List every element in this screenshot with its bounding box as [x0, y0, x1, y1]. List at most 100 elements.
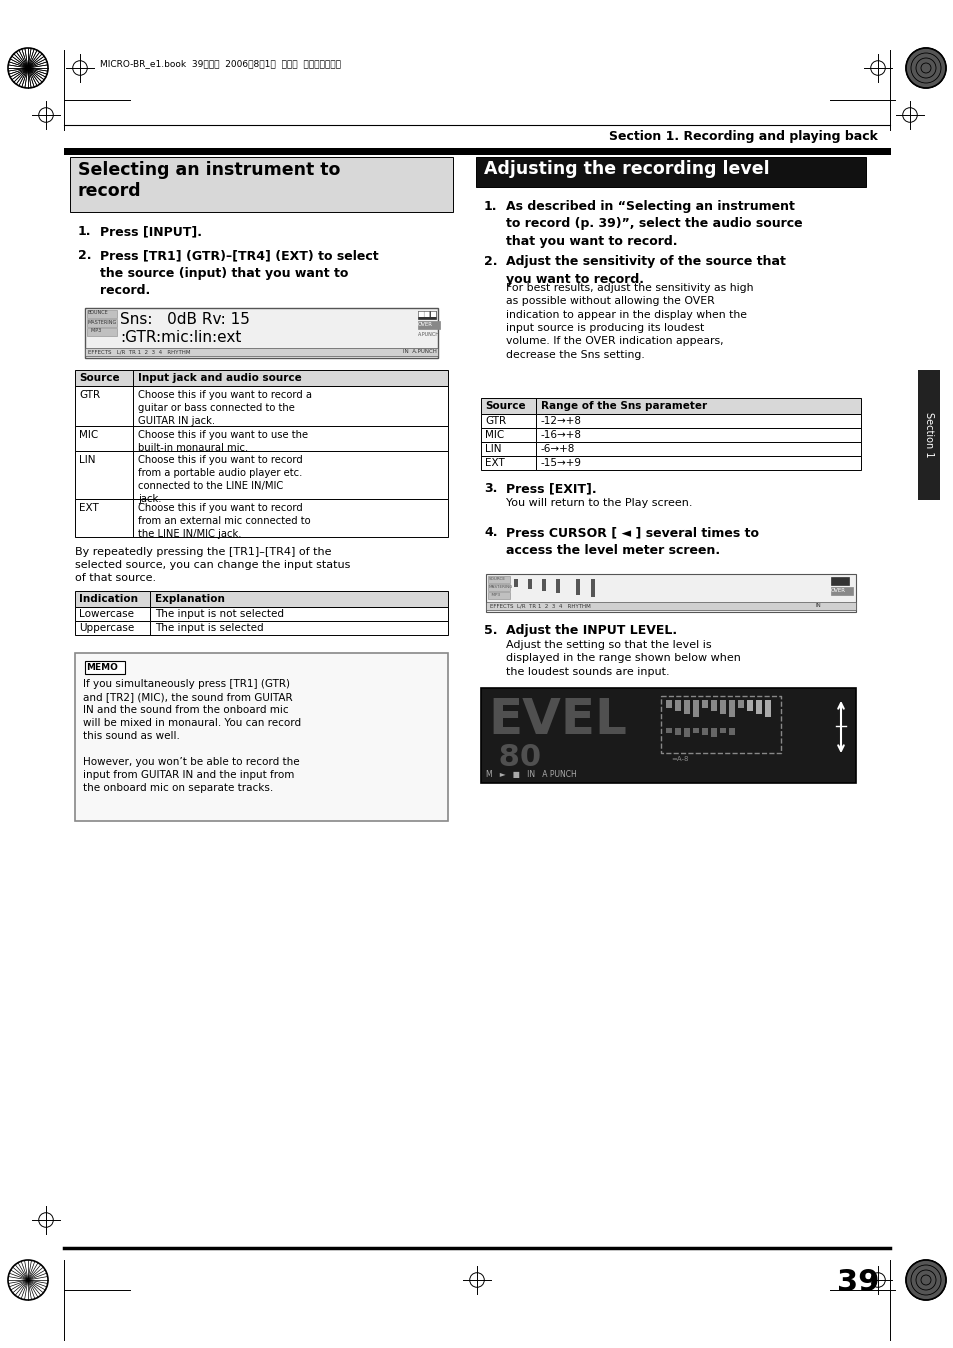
- Bar: [75, 652, 448, 821]
- Bar: [87, 328, 117, 336]
- Text: 80: 80: [488, 743, 540, 772]
- Text: Range of the Sns parameter: Range of the Sns parameter: [540, 400, 706, 411]
- Bar: [85, 307, 437, 359]
- Bar: [488, 576, 510, 582]
- Text: EXT: EXT: [484, 458, 504, 468]
- Bar: [488, 584, 510, 590]
- Text: For best results, adjust the sensitivity as high
as possible without allowing th: For best results, adjust the sensitivity…: [505, 283, 753, 360]
- Bar: [75, 621, 150, 635]
- Text: will be mixed in monaural. You can record: will be mixed in monaural. You can recor…: [83, 718, 301, 728]
- Text: LIN: LIN: [79, 456, 95, 465]
- Bar: [701, 728, 707, 735]
- Text: Source: Source: [484, 400, 525, 411]
- Bar: [536, 398, 861, 414]
- Text: Lowercase: Lowercase: [79, 609, 133, 619]
- Text: GTR: GTR: [79, 390, 100, 400]
- Bar: [85, 661, 125, 674]
- Text: 1.: 1.: [78, 225, 91, 239]
- Bar: [683, 700, 689, 714]
- Bar: [75, 499, 132, 537]
- Text: As described in “Selecting an instrument
to record (p. 39)”, select the audio so: As described in “Selecting an instrument…: [505, 200, 801, 248]
- Text: You will return to the Play screen.: You will return to the Play screen.: [505, 497, 692, 508]
- Text: The input is not selected: The input is not selected: [154, 609, 284, 619]
- Circle shape: [905, 1260, 945, 1299]
- Text: Adjust the sensitivity of the source that
you want to record.: Adjust the sensitivity of the source tha…: [505, 255, 785, 286]
- Text: However, you won’t be able to record the: However, you won’t be able to record the: [83, 758, 299, 767]
- Text: Choose this if you want to record
from a portable audio player etc.
connected to: Choose this if you want to record from a…: [138, 456, 302, 504]
- Text: Press [TR1] (GTR)–[TR4] (EXT) to select
the source (input) that you want to
reco: Press [TR1] (GTR)–[TR4] (EXT) to select …: [100, 249, 378, 297]
- Bar: [536, 414, 861, 429]
- Text: OVER: OVER: [830, 588, 845, 593]
- Bar: [75, 369, 132, 386]
- Text: input from GUITAR IN and the input from: input from GUITAR IN and the input from: [83, 770, 294, 780]
- Bar: [132, 499, 448, 537]
- Text: 5.: 5.: [483, 624, 497, 638]
- Text: Source: Source: [79, 373, 119, 383]
- Bar: [514, 580, 517, 586]
- Bar: [476, 156, 865, 187]
- Text: Sns:   0dB Rv: 15: Sns: 0dB Rv: 15: [120, 311, 250, 328]
- Text: EFFECTS  L/R  TR 1  2  3  4   RHYTHM: EFFECTS L/R TR 1 2 3 4 RHYTHM: [490, 603, 590, 608]
- Bar: [738, 700, 743, 708]
- Bar: [830, 577, 848, 585]
- Text: MP3: MP3: [489, 593, 499, 597]
- Text: Choose this if you want to record
from an external mic connected to
the LINE IN/: Choose this if you want to record from a…: [138, 503, 311, 539]
- Text: MIC: MIC: [79, 430, 98, 439]
- Text: 2.: 2.: [78, 249, 91, 262]
- Text: OVER: OVER: [417, 322, 433, 326]
- Bar: [692, 700, 699, 717]
- Text: Adjust the INPUT LEVEL.: Adjust the INPUT LEVEL.: [505, 624, 677, 638]
- Bar: [710, 700, 717, 710]
- Text: MEMO: MEMO: [86, 662, 118, 671]
- Bar: [480, 687, 855, 783]
- Text: :GTR:mic:lin:ext: :GTR:mic:lin:ext: [120, 330, 241, 345]
- Bar: [675, 700, 680, 710]
- Text: Press [EXIT].: Press [EXIT].: [505, 483, 596, 495]
- Bar: [417, 311, 436, 319]
- Bar: [710, 728, 717, 737]
- Text: -6→+8: -6→+8: [540, 443, 575, 454]
- Bar: [480, 414, 536, 429]
- Text: EXT: EXT: [79, 503, 99, 514]
- Bar: [764, 700, 770, 717]
- Bar: [480, 429, 536, 442]
- Text: Explanation: Explanation: [154, 594, 225, 604]
- Text: 3.: 3.: [483, 483, 497, 495]
- Text: Uppercase: Uppercase: [79, 623, 134, 634]
- Bar: [755, 700, 761, 714]
- Bar: [70, 156, 453, 212]
- Circle shape: [8, 49, 48, 88]
- Bar: [746, 700, 752, 710]
- Bar: [830, 586, 852, 594]
- Bar: [590, 580, 595, 597]
- Bar: [720, 728, 725, 733]
- Text: IN: IN: [815, 603, 821, 608]
- Bar: [64, 148, 890, 155]
- Bar: [132, 386, 448, 426]
- Text: =A-8: =A-8: [670, 756, 688, 762]
- Text: MASTERING: MASTERING: [489, 585, 513, 589]
- Bar: [85, 348, 437, 356]
- Bar: [728, 700, 734, 717]
- Text: GTR: GTR: [484, 417, 506, 426]
- Bar: [75, 590, 150, 607]
- Text: 4.: 4.: [483, 526, 497, 539]
- Text: -12→+8: -12→+8: [540, 417, 581, 426]
- Text: -15→+9: -15→+9: [540, 458, 581, 468]
- Text: EVEL: EVEL: [488, 696, 626, 744]
- Bar: [75, 607, 150, 621]
- Bar: [480, 442, 536, 456]
- Bar: [150, 607, 448, 621]
- Text: -16→+8: -16→+8: [540, 430, 581, 439]
- Bar: [576, 580, 579, 594]
- Text: selected source, you can change the input status: selected source, you can change the inpu…: [75, 559, 350, 570]
- Text: Press [INPUT].: Press [INPUT].: [100, 225, 202, 239]
- Text: Input jack and audio source: Input jack and audio source: [138, 373, 301, 383]
- Text: Choose this if you want to use the
built-in monaural mic.: Choose this if you want to use the built…: [138, 430, 308, 453]
- Bar: [728, 728, 734, 735]
- Text: Indication: Indication: [79, 594, 138, 604]
- Text: ■■■: ■■■: [416, 311, 436, 317]
- Text: 39: 39: [837, 1268, 879, 1297]
- Text: IN and the sound from the onboard mic: IN and the sound from the onboard mic: [83, 705, 289, 714]
- Bar: [132, 369, 448, 386]
